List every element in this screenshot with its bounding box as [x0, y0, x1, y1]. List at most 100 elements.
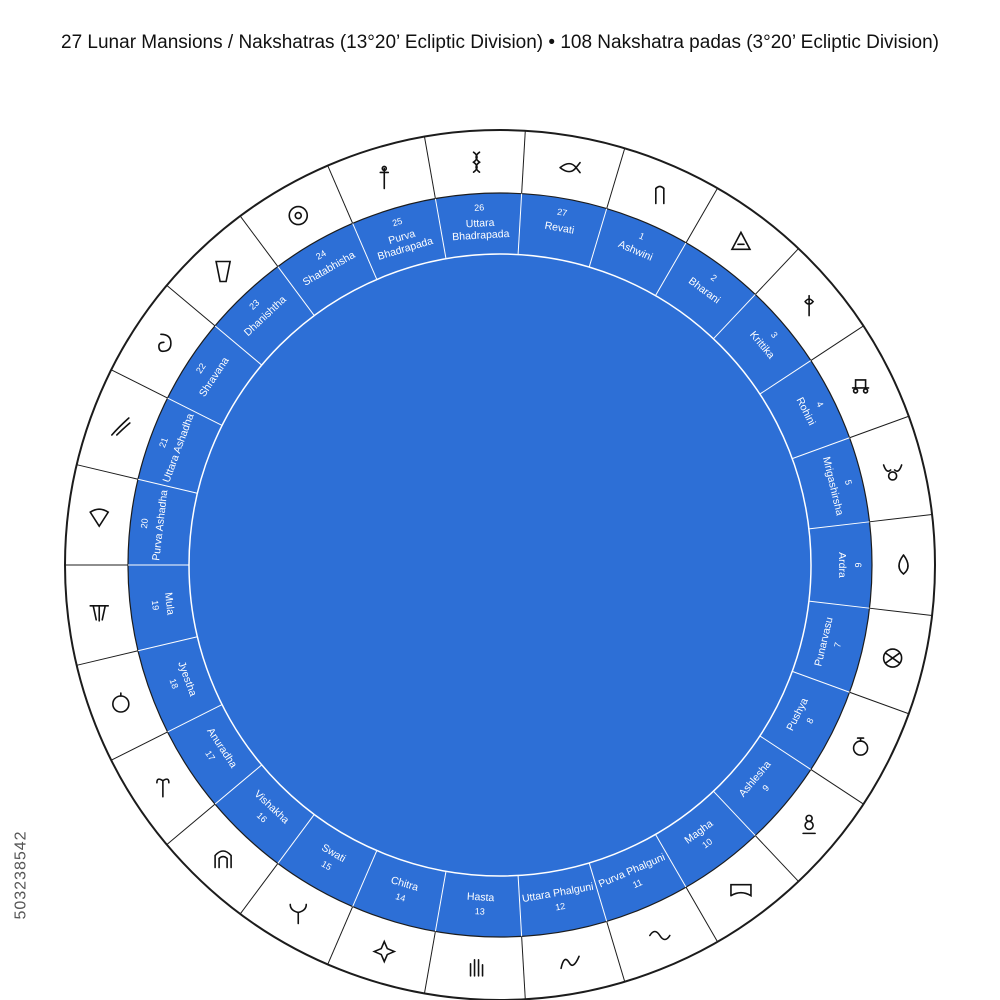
throne-symbol — [730, 883, 752, 898]
band-divider — [713, 790, 756, 836]
chart-title: 27 Lunar Mansions / Nakshatras (13°20’ E… — [61, 32, 939, 53]
nakshatra-number: 27 — [556, 207, 568, 219]
roots-symbol — [89, 605, 110, 622]
nakshatra-number: 13 — [475, 906, 486, 917]
symbol-divider — [327, 165, 354, 224]
deer-head-symbol — [882, 464, 903, 481]
band-divider — [759, 360, 812, 395]
nakshatra-number: 22 — [194, 361, 208, 375]
symbol-divider — [521, 936, 526, 1000]
horse-head-symbol — [655, 185, 665, 205]
nakshatra-number: 3 — [769, 330, 780, 340]
band-divider — [759, 735, 812, 770]
symbol-divider — [521, 130, 526, 194]
nakshatra-name: Bhadrapada — [452, 228, 510, 243]
sword-symbol — [379, 165, 390, 190]
band-divider — [352, 223, 378, 280]
coiled-serpent-symbol — [802, 814, 816, 835]
ear-symbol — [158, 333, 172, 353]
nakshatra-number: 23 — [247, 298, 261, 312]
nakshatra-number: 21 — [157, 436, 170, 449]
band-divider — [352, 850, 378, 907]
band-divider — [792, 437, 850, 460]
symbol-divider — [754, 248, 799, 295]
nakshatra-number: 2 — [709, 272, 719, 283]
cart-symbol — [851, 379, 870, 394]
band-divider — [713, 294, 756, 340]
nakshatra-name: Revati — [544, 220, 575, 237]
band-divider — [167, 704, 223, 733]
nakshatra-name: Uttara — [465, 217, 494, 231]
band-divider — [588, 208, 608, 268]
band-divider — [792, 670, 850, 693]
band-divider — [588, 862, 608, 922]
band-outer-edge — [127, 192, 873, 938]
nakshatra-number: 5 — [843, 479, 854, 486]
symbol-divider — [685, 188, 718, 244]
nakshatra-number: 20 — [139, 518, 150, 529]
band-divider — [167, 397, 223, 426]
nakshatra-number: 7 — [832, 641, 843, 648]
symbol-divider — [869, 514, 933, 523]
hand-symbol — [469, 959, 484, 977]
sprout-symbol — [289, 903, 308, 925]
nakshatra-number: 15 — [320, 859, 334, 873]
symbol-divider — [849, 415, 909, 439]
symbol-divider — [239, 863, 279, 915]
tusk-symbol — [111, 417, 131, 436]
quiver-symbol — [882, 648, 903, 668]
archway-symbol — [214, 850, 232, 869]
nakshatra-name: Hasta — [467, 891, 495, 905]
symbol-divider — [239, 215, 279, 267]
symbol-divider — [76, 650, 139, 666]
nakshatra-number: 26 — [474, 202, 485, 213]
band-divider — [808, 521, 870, 530]
band-divider — [517, 193, 523, 255]
symbol-divider — [166, 803, 216, 845]
band-divider — [137, 636, 198, 652]
stock-id: 503238542 — [10, 760, 34, 990]
symbol-divider — [606, 148, 626, 209]
symbol-divider — [423, 931, 436, 994]
symbol-divider — [849, 691, 909, 715]
symbol-divider — [606, 921, 626, 982]
symbol-divider — [754, 835, 799, 882]
hammock-symbol — [649, 930, 671, 941]
band-divider — [277, 814, 315, 864]
twin-serpent-symbol — [472, 151, 481, 173]
fish-symbol — [559, 161, 581, 174]
nakshatra-number: 1 — [638, 231, 647, 242]
bed-symbol — [560, 955, 580, 970]
nakshatra-number: 10 — [700, 836, 714, 850]
symbol-divider — [111, 731, 168, 761]
symbol-divider — [685, 886, 718, 942]
yoni-symbol — [730, 230, 752, 251]
nakshatra-number: 18 — [168, 677, 181, 690]
circle-of-stars-symbol — [288, 205, 309, 226]
band-divider — [214, 325, 263, 366]
symbol-divider — [111, 369, 168, 399]
band-divider — [214, 764, 263, 805]
band-divider — [655, 242, 687, 296]
nakshatra-name: Ardra — [836, 552, 848, 578]
nakshatra-number: 9 — [760, 783, 771, 793]
nakshatra-number: 12 — [554, 901, 566, 913]
drum-symbol — [215, 260, 232, 283]
nakshatra-number: 25 — [391, 216, 403, 228]
band-divider — [434, 871, 447, 932]
nakshatra-number: 24 — [314, 248, 328, 262]
nakshatra-number: 19 — [150, 600, 161, 611]
udder-symbol — [852, 737, 869, 756]
nakshatra-number: 17 — [203, 749, 217, 763]
symbol-divider — [327, 906, 354, 965]
band-divider — [517, 875, 523, 937]
nakshatra-number: 6 — [853, 562, 863, 567]
band-divider — [655, 834, 687, 888]
earring-symbol — [112, 692, 130, 713]
symbol-divider — [423, 136, 436, 199]
stock-id-text: 503238542 — [13, 830, 30, 920]
band-divider — [137, 478, 198, 494]
band-divider — [434, 198, 447, 259]
symbol-divider — [810, 768, 864, 805]
